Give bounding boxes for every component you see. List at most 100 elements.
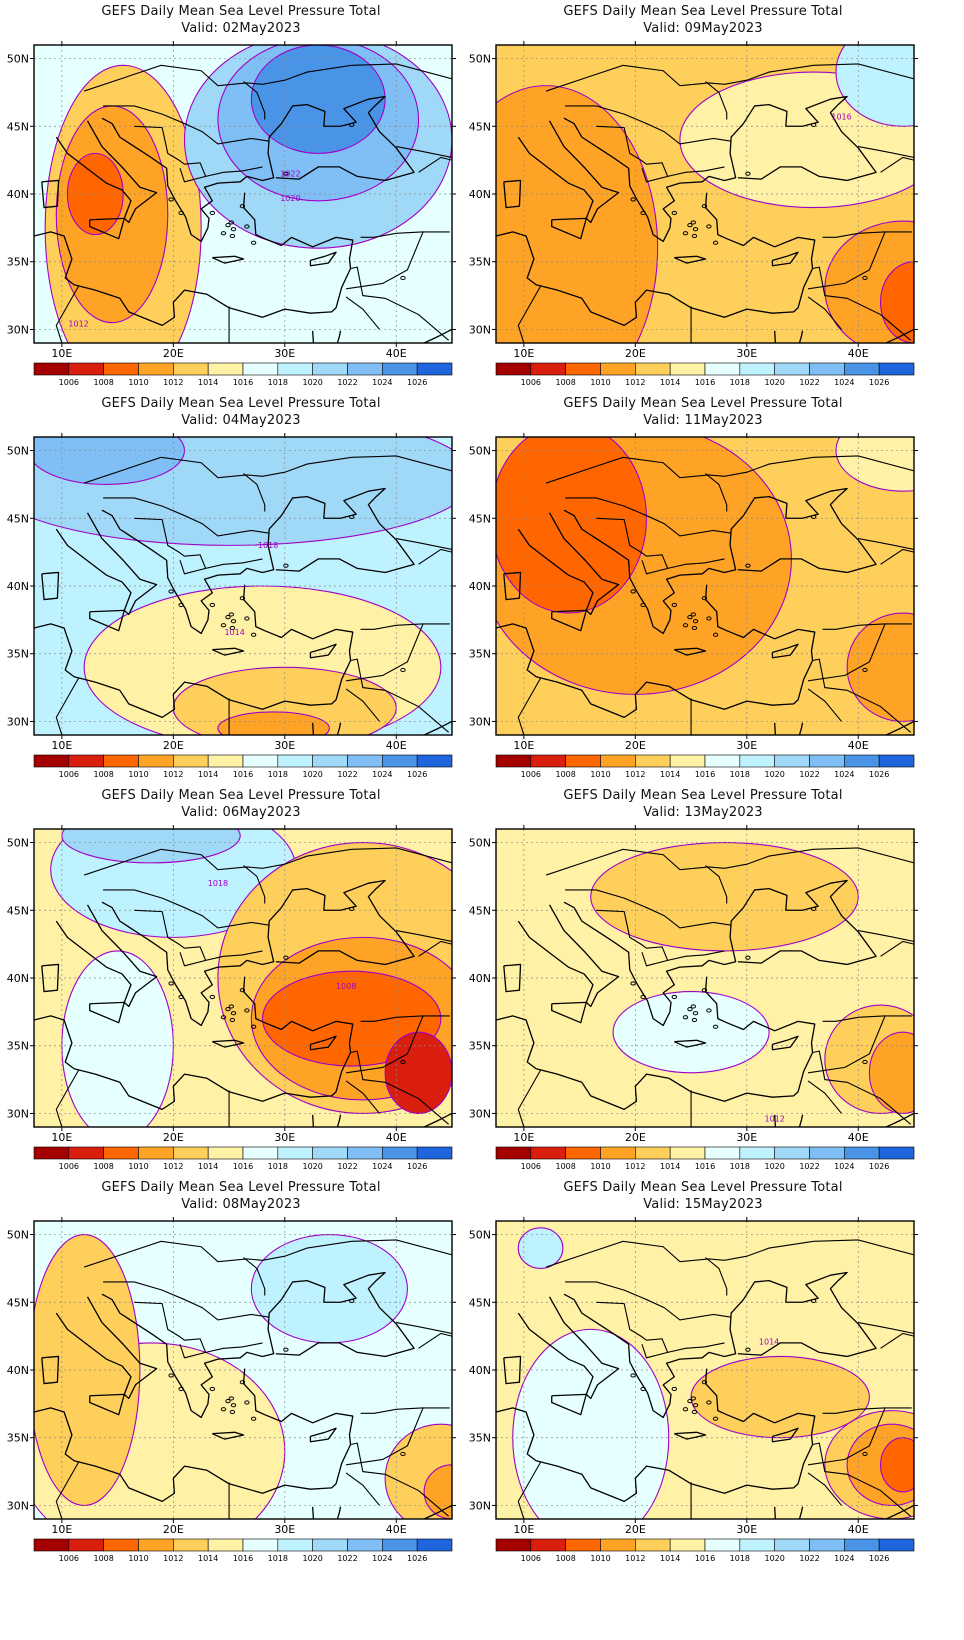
colorbar-level-label: 1018 bbox=[730, 1554, 750, 1563]
map-panel-7: GEFS Daily Mean Sea Level Pressure Total… bbox=[0, 1176, 482, 1586]
colorbar-level-label: 1010 bbox=[590, 770, 610, 779]
lat-tick-label: 30N bbox=[7, 323, 29, 336]
coastline bbox=[674, 1039, 707, 1048]
island bbox=[220, 1407, 227, 1412]
colorbar-swatch bbox=[495, 1146, 532, 1160]
colorbar-swatch bbox=[495, 362, 532, 376]
pressure-map: 50N 45N 40N 35N 30N 10E 20E 30E 40E 1006 1008 1010 1… bbox=[7, 1217, 456, 1563]
island bbox=[348, 906, 355, 912]
colorbar-swatch bbox=[878, 362, 915, 376]
colorbar-level-label: 1026 bbox=[407, 378, 427, 387]
island bbox=[178, 210, 184, 216]
contour-label: 1014 bbox=[759, 1337, 779, 1346]
coastline bbox=[309, 251, 337, 267]
colorbar-level-label: 1014 bbox=[660, 378, 680, 387]
country-border bbox=[565, 105, 732, 145]
lat-tick-label: 45N bbox=[7, 120, 29, 133]
island bbox=[692, 1403, 699, 1408]
colorbar-swatch bbox=[33, 1538, 70, 1552]
country-border bbox=[565, 889, 732, 929]
country-border bbox=[134, 1301, 207, 1359]
country-border bbox=[808, 1407, 886, 1466]
lon-tick-label: 30E bbox=[736, 347, 757, 360]
pressure-region-1022 bbox=[34, 437, 186, 485]
island bbox=[690, 1004, 696, 1009]
island bbox=[348, 514, 355, 520]
island bbox=[640, 602, 646, 608]
country-border bbox=[55, 677, 80, 735]
colorbar-level-label: 1008 bbox=[555, 1554, 575, 1563]
island bbox=[712, 240, 719, 245]
country-border bbox=[596, 1301, 669, 1359]
colorbar-swatch bbox=[530, 1146, 566, 1160]
coastline bbox=[212, 1431, 245, 1440]
island bbox=[691, 1017, 698, 1023]
island bbox=[630, 197, 636, 202]
colorbar-swatch bbox=[600, 1146, 636, 1160]
island bbox=[712, 1024, 719, 1029]
island bbox=[701, 204, 708, 209]
island bbox=[691, 1409, 698, 1415]
colorbar-swatch bbox=[809, 362, 845, 376]
colorbar-level-label: 1020 bbox=[302, 378, 322, 387]
colorbar-swatch bbox=[347, 754, 383, 768]
country-border bbox=[346, 231, 424, 290]
island bbox=[225, 1399, 231, 1404]
map-panel-4: GEFS Daily Mean Sea Level Pressure Total… bbox=[462, 392, 944, 802]
panel-valid-date: Valid: 11May2023 bbox=[643, 413, 763, 428]
colorbar-swatch bbox=[774, 1146, 810, 1160]
island bbox=[671, 1386, 678, 1392]
lon-tick-label: 30E bbox=[736, 739, 757, 752]
colorbar-swatch bbox=[33, 362, 70, 376]
country-border bbox=[858, 538, 914, 550]
lon-tick-label: 30E bbox=[274, 739, 295, 752]
lat-tick-label: 40N bbox=[469, 580, 491, 593]
colorbar-level-label: 1012 bbox=[625, 378, 645, 387]
island bbox=[225, 223, 231, 228]
country-border bbox=[55, 1069, 80, 1127]
lon-tick-label: 10E bbox=[51, 1131, 72, 1144]
country-border bbox=[346, 623, 424, 682]
lon-tick-label: 20E bbox=[163, 347, 184, 360]
lon-tick-label: 10E bbox=[513, 1523, 534, 1536]
colorbar-level-label: 1024 bbox=[834, 1162, 854, 1171]
colorbar-swatch bbox=[312, 1146, 348, 1160]
island bbox=[810, 514, 817, 520]
colorbar-level-label: 1006 bbox=[521, 1554, 541, 1563]
island bbox=[640, 994, 646, 1000]
colorbar-swatch bbox=[416, 1538, 453, 1552]
island bbox=[244, 224, 250, 229]
country-border bbox=[545, 455, 914, 484]
colorbar-swatch bbox=[173, 1146, 209, 1160]
colorbar-swatch bbox=[739, 362, 775, 376]
contour-label: 1016 bbox=[831, 113, 851, 122]
colorbar-swatch bbox=[173, 1538, 209, 1552]
island bbox=[640, 210, 646, 216]
pressure-region-1016 bbox=[61, 950, 174, 1127]
coastline bbox=[517, 1296, 620, 1400]
lat-tick-label: 50N bbox=[469, 445, 491, 458]
map-panel-8: GEFS Daily Mean Sea Level Pressure Total… bbox=[462, 1176, 944, 1586]
coastline bbox=[212, 647, 245, 656]
colorbar-swatch bbox=[704, 754, 741, 768]
colorbar-swatch bbox=[173, 754, 209, 768]
coastline bbox=[41, 179, 60, 209]
colorbar-level-label: 1008 bbox=[93, 378, 113, 387]
panel-title: GEFS Daily Mean Sea Level Pressure Total bbox=[101, 396, 381, 411]
lon-tick-label: 20E bbox=[625, 1523, 646, 1536]
colorbar-level-label: 1014 bbox=[660, 770, 680, 779]
island bbox=[691, 625, 698, 631]
colorbar-level-label: 1016 bbox=[695, 770, 715, 779]
island bbox=[250, 632, 257, 637]
colorbar-level-label: 1006 bbox=[59, 1162, 79, 1171]
colorbar-swatch bbox=[635, 1146, 671, 1160]
lon-tick-label: 20E bbox=[163, 1131, 184, 1144]
country-border bbox=[667, 558, 725, 569]
lon-tick-label: 20E bbox=[163, 739, 184, 752]
lon-tick-label: 30E bbox=[274, 347, 295, 360]
island bbox=[178, 602, 184, 608]
colorbar-level-label: 1008 bbox=[93, 1162, 113, 1171]
panel-title: GEFS Daily Mean Sea Level Pressure Total bbox=[101, 1180, 381, 1195]
lon-tick-label: 40E bbox=[848, 1131, 869, 1144]
country-border bbox=[667, 1342, 725, 1353]
